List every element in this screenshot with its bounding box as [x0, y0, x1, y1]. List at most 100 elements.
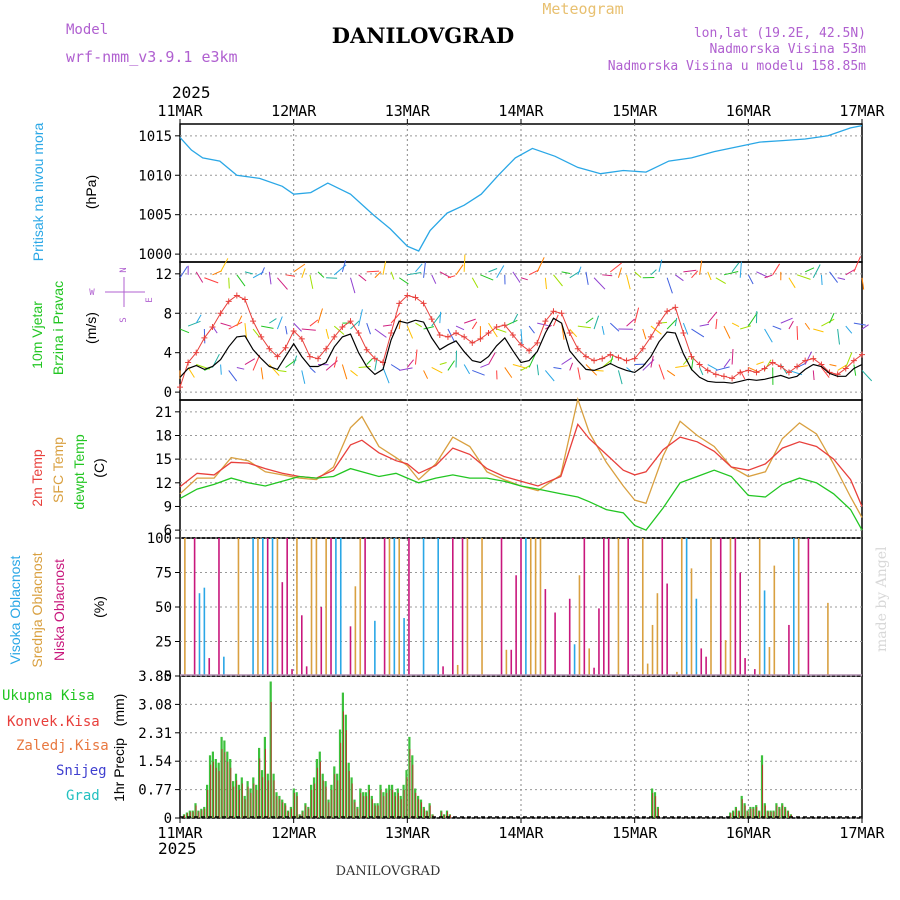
- precip-total-bar: [232, 781, 235, 818]
- wind-ray: [496, 265, 505, 279]
- x-label-top: 17MAR: [839, 102, 885, 120]
- precip-total-bar: [422, 806, 425, 818]
- precip-total-bar: [229, 759, 232, 818]
- precip-conv-bar: [779, 808, 781, 818]
- wind-ray: [268, 364, 280, 376]
- y-tick-label: 12: [155, 267, 172, 283]
- precip-conv-bar: [311, 789, 313, 818]
- wind-ray: [861, 370, 873, 382]
- wind-ray: [829, 364, 837, 367]
- wind-gust-marker: [550, 308, 557, 315]
- precip-conv-bar: [348, 771, 350, 818]
- precip-conv-bar: [218, 771, 220, 818]
- precip-conv-bar: [354, 802, 356, 818]
- precip-conv-bar: [227, 761, 229, 818]
- wind-ray: [325, 328, 330, 339]
- x-label-bottom: 13MAR: [385, 824, 431, 842]
- precip-conv-bar: [247, 786, 249, 818]
- wind-gust-marker: [461, 333, 468, 340]
- y-tick-label: 6: [164, 523, 172, 539]
- wind-ray: [585, 317, 594, 324]
- wind-ray: [796, 274, 811, 280]
- precip-total-bar: [188, 810, 191, 818]
- wind-gust-marker: [469, 339, 476, 346]
- precip-conv-bar: [764, 805, 766, 818]
- wind-ray: [512, 364, 528, 369]
- precip-conv-bar: [210, 764, 212, 818]
- wind-gust-marker: [566, 329, 573, 336]
- precip-total-bar: [223, 740, 226, 818]
- wind-gust-marker: [339, 324, 346, 331]
- wind-ray: [366, 358, 373, 365]
- page-title: DANILOVGRAD: [332, 23, 514, 48]
- wind-gust-marker: [250, 318, 257, 325]
- precip-conv-bar: [288, 811, 290, 818]
- precip-total-bar: [321, 773, 324, 818]
- wind-ray: [601, 325, 605, 335]
- wind-ray: [447, 360, 455, 371]
- wind-gust-marker: [526, 347, 533, 354]
- x-label-top: 13MAR: [385, 102, 431, 120]
- lonlat-label: lon,lat (19.2E, 42.5N): [694, 26, 866, 41]
- wind-gust-marker: [355, 329, 362, 336]
- x-label-top: 16MAR: [726, 102, 772, 120]
- y-tick-label: 0: [164, 669, 172, 685]
- wind-gust-marker: [672, 304, 679, 311]
- wind-gust-marker: [388, 329, 395, 336]
- precip-conv-bar: [201, 810, 203, 818]
- precip-conv-bar: [262, 777, 264, 818]
- precip-conv-bar: [770, 811, 772, 818]
- wind-gust-marker: [656, 320, 663, 327]
- wind-ray: [609, 322, 620, 332]
- wind-ray: [731, 322, 740, 328]
- precip-conv-bar: [360, 792, 362, 818]
- wind-ray: [293, 322, 302, 332]
- wind-ray: [617, 370, 623, 385]
- wind-ray: [277, 369, 287, 373]
- precip-conv-bar: [233, 786, 235, 818]
- y-tick-label: 21: [155, 405, 172, 421]
- wind-ray: [301, 370, 306, 384]
- wind-ray: [561, 271, 571, 274]
- wind-ray: [553, 314, 559, 327]
- y-tick-label: 8: [164, 306, 172, 322]
- precip-conv-bar: [395, 796, 396, 818]
- x-label-bottom: 12MAR: [271, 824, 317, 842]
- precip-conv-bar: [319, 761, 321, 818]
- precip-conv-bar: [415, 792, 417, 818]
- wind-ray: [650, 355, 654, 368]
- wind-ray: [341, 364, 348, 380]
- temp-ylabel-1: 2m Temp: [29, 449, 45, 507]
- wind-gust-marker: [720, 373, 727, 380]
- precip-total-bar: [373, 803, 376, 818]
- precip-conv-bar: [189, 811, 191, 818]
- wind-gust-marker: [704, 367, 711, 374]
- wind-ray: [528, 325, 535, 334]
- wind-ray: [463, 254, 466, 272]
- precip-conv-bar: [236, 780, 238, 818]
- pressure-line: [179, 124, 863, 252]
- y-tick-label: 9: [164, 499, 172, 515]
- wind-ray: [658, 364, 665, 380]
- wind-gust-marker: [258, 333, 265, 340]
- temp-unit: (C): [91, 458, 107, 477]
- precip-conv-bar: [334, 774, 336, 818]
- precip-total-bar: [755, 805, 758, 818]
- wind-gust-marker: [453, 329, 460, 336]
- wind-ray: [268, 271, 272, 285]
- precip-conv-bar: [256, 789, 258, 818]
- precip-total-bar: [258, 747, 261, 818]
- wind-ray: [399, 367, 413, 371]
- precip-conv-bar: [409, 749, 411, 818]
- wind-ray: [496, 328, 507, 333]
- precip-conv-bar: [386, 792, 388, 818]
- precip-conv-bar: [345, 730, 347, 818]
- wind-ray: [439, 362, 447, 365]
- wind-ray: [390, 271, 395, 280]
- wind-ray: [415, 322, 422, 328]
- wind-ray: [317, 308, 323, 324]
- wind-ray: [277, 277, 288, 290]
- precip-conv-bar: [403, 789, 405, 818]
- wind-ray: [431, 313, 442, 327]
- wind-ray: [244, 358, 256, 365]
